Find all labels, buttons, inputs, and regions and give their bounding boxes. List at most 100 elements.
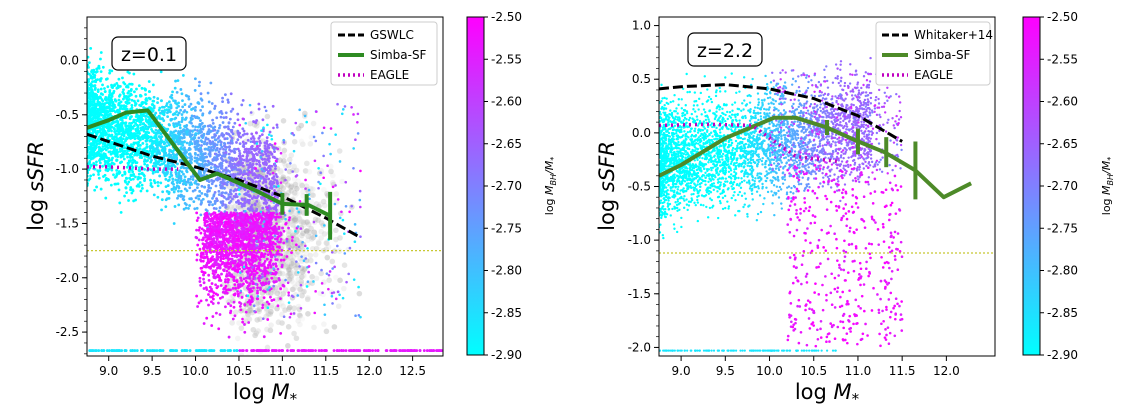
- scatter-point: [126, 182, 129, 186]
- scatter-point: [239, 276, 243, 280]
- scatter-point: [285, 248, 292, 255]
- scatter-point: [145, 145, 149, 149]
- scatter-point: [127, 90, 131, 93]
- scatter-point: [107, 113, 111, 117]
- scatter-point: [268, 172, 272, 176]
- scatter-point: [256, 194, 260, 198]
- scatter-point: [309, 191, 315, 198]
- scatter-point: [241, 154, 245, 158]
- scatter-point: [194, 125, 198, 129]
- scatter-point: [341, 285, 347, 292]
- scatter-point: [220, 133, 223, 137]
- scatter-point: [105, 77, 109, 81]
- scatter-point: [145, 143, 149, 146]
- scatter-point: [241, 173, 245, 177]
- scatter-point: [170, 174, 174, 177]
- scatter-point: [330, 172, 336, 179]
- scatter-point: [286, 304, 293, 311]
- scatter-point: [230, 139, 234, 143]
- scatter-point: [123, 172, 127, 176]
- scatter-point: [213, 125, 217, 129]
- scatter-point: [200, 150, 203, 153]
- scatter-point: [214, 207, 218, 211]
- scatter-point: [274, 208, 278, 212]
- scatter-point: [98, 129, 102, 132]
- scatter-point: [130, 191, 134, 195]
- scatter-point: [196, 131, 200, 135]
- scatter-point: [257, 107, 261, 111]
- scatter-point: [292, 212, 299, 219]
- scatter-point: [284, 182, 291, 188]
- scatter-point: [310, 192, 316, 199]
- scatter-point: [149, 168, 152, 172]
- scatter-point: [292, 270, 298, 277]
- scatter-point: [172, 122, 176, 126]
- scatter-point: [199, 152, 203, 156]
- scatter-point: [87, 155, 91, 159]
- scatter-point: [288, 240, 294, 247]
- scatter-point: [172, 190, 176, 194]
- scatter-point: [229, 206, 236, 213]
- scatter-point: [198, 226, 202, 230]
- scatter-point: [95, 109, 99, 113]
- scatter-point: [238, 168, 242, 172]
- scatter-point: [183, 178, 186, 182]
- scatter-point: [127, 159, 131, 163]
- scatter-point: [251, 163, 255, 167]
- scatter-point: [120, 104, 124, 108]
- scatter-point: [281, 152, 288, 159]
- scatter-point: [315, 240, 322, 246]
- scatter-point: [121, 153, 124, 156]
- scatter-point: [106, 101, 110, 104]
- scatter-point: [279, 320, 285, 326]
- scatter-point: [204, 159, 207, 163]
- scatter-point: [165, 197, 169, 200]
- scatter-point: [200, 144, 203, 147]
- scatter-point: [137, 114, 141, 118]
- scatter-point: [293, 251, 300, 258]
- scatter-point: [204, 208, 208, 212]
- scatter-point: [324, 240, 330, 247]
- scatter-point: [207, 145, 211, 149]
- scatter-point: [269, 180, 273, 183]
- scatter-point: [181, 105, 185, 109]
- scatter-point: [196, 243, 200, 247]
- scatter-point: [175, 110, 179, 114]
- scatter-point: [112, 105, 116, 109]
- scatter-point: [91, 91, 95, 95]
- scatter-point: [220, 194, 224, 197]
- scatter-point: [318, 270, 324, 277]
- scatter-point: [298, 122, 305, 129]
- scatter-point: [151, 83, 155, 87]
- scatter-point: [101, 83, 104, 87]
- scatter-point: [177, 194, 180, 198]
- scatter-point: [268, 322, 274, 328]
- scatter-point: [223, 155, 227, 158]
- scatter-point: [166, 184, 170, 187]
- scatter-point: [268, 164, 272, 168]
- scatter-point: [118, 94, 121, 98]
- scatter-point: [208, 141, 212, 145]
- scatter-point: [267, 177, 271, 181]
- scatter-point: [108, 69, 112, 72]
- scatter-point: [284, 264, 291, 270]
- scatter-point: [117, 172, 121, 175]
- scatter-point: [318, 235, 324, 241]
- scatter-point: [150, 185, 154, 189]
- scatter-point: [229, 173, 233, 177]
- scatter-point: [254, 123, 260, 129]
- scatter-point: [248, 307, 254, 314]
- scatter-point: [305, 221, 312, 228]
- scatter-point: [229, 109, 233, 113]
- scatter-point: [196, 305, 199, 308]
- scatter-point: [178, 181, 182, 184]
- scatter-point: [97, 66, 100, 70]
- scatter-point: [317, 201, 324, 208]
- scatter-point: [303, 219, 309, 226]
- scatter-point: [103, 87, 106, 90]
- scatter-point: [179, 88, 183, 91]
- scatter-point: [163, 147, 166, 151]
- scatter-point: [147, 90, 151, 93]
- scatter-point: [207, 293, 210, 296]
- scatter-point: [181, 136, 184, 140]
